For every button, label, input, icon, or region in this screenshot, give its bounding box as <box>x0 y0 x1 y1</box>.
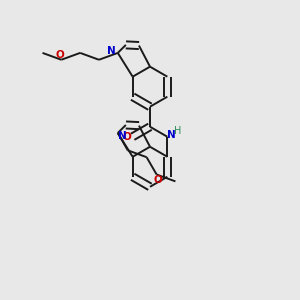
Text: N: N <box>167 130 176 140</box>
Text: O: O <box>56 50 64 60</box>
Text: O: O <box>123 132 132 142</box>
Text: O: O <box>154 175 163 185</box>
Text: N: N <box>107 46 116 56</box>
Text: H: H <box>174 126 181 136</box>
Text: N: N <box>118 131 127 141</box>
